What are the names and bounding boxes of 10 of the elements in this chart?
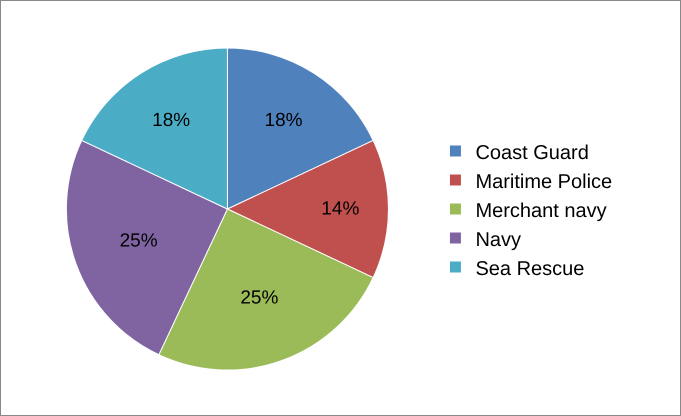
legend-label: Coast Guard	[475, 142, 589, 164]
data-label: 14%	[321, 198, 360, 220]
data-label: 18%	[264, 110, 303, 131]
data-label: 25%	[120, 230, 158, 252]
legend-label: Maritime Police	[475, 170, 612, 193]
data-label: 18%	[152, 110, 190, 131]
data-label: 25%	[240, 287, 278, 308]
legend-label: Merchant navy	[475, 200, 607, 222]
legend-label: Navy	[475, 228, 522, 251]
legend-label: Sea Rescue	[475, 258, 584, 280]
